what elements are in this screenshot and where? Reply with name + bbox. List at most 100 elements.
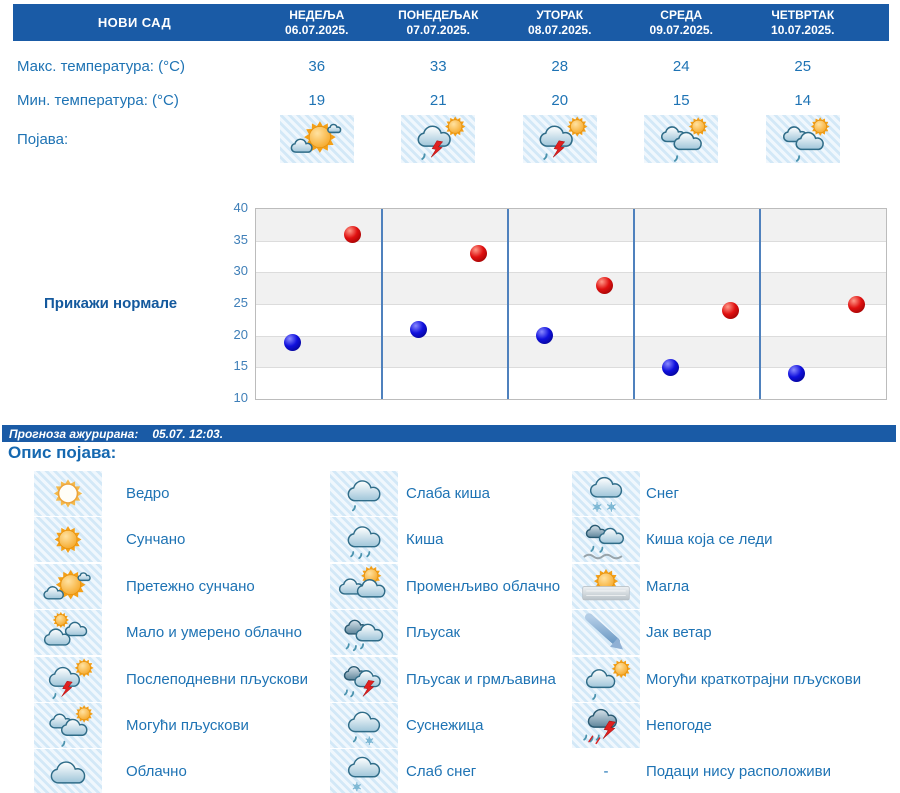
max-temp-value-4: 25 [794,57,812,75]
y-axis-tick-20: 20 [233,326,248,342]
y-axis-tick-30: 30 [233,263,248,279]
show-normals-link[interactable]: Прикажи нормале [44,295,178,312]
chart-point-min-1 [409,320,427,338]
legend-label: Облачно [126,763,187,781]
chart-point-max-0 [343,225,361,243]
min-temp-value-0: 19 [308,91,326,109]
legend-row: Киша [330,517,560,563]
moguci-pljuskovi-icon [782,117,830,162]
no-data-symbol: - [603,763,609,781]
chart-point-max-1 [469,244,487,262]
legend-tile [34,749,102,793]
oblacno-icon [50,761,86,784]
min-temp-value-4: 14 [794,91,812,109]
poslepodnevni-pljuskovi-icon [539,116,588,160]
day-weather-tile [765,115,840,163]
chart-point-max-2 [595,276,613,294]
chart-day-separator [381,209,383,399]
pljusak-i-grmljavina-icon [343,665,381,697]
day-weather-tile [279,115,354,163]
day-name: ПОНЕДЕЉАК [398,7,479,22]
day-icon-cell-3 [621,115,743,163]
min-temp-value-2: 20 [551,91,569,109]
day-date: 09.07.2025. [649,22,713,37]
susnezica-icon [347,711,381,746]
legend-row: Сунчано [34,517,308,563]
day-headers: НЕДЕЉА 06.07.2025. ПОНЕДЕЉАК 07.07.2025. УТО… [256,4,864,41]
legend-tile [330,702,398,748]
legend-row: Магла [572,563,861,609]
chart-day-separator [633,209,635,399]
legend-column-2: Слаба киша Киша Променљиво облачно Пљусак Пљ… [330,471,560,793]
legend-label: Киша [406,531,444,549]
legend-row: Облачно [34,749,308,793]
pretezno-suncano-icon [290,121,342,153]
legend-label: Магла [646,577,690,595]
max-temp-row: Макс. температура: (°C) 36 33 28 24 25 [13,54,889,78]
legend-label: Претежно сунчано [126,577,255,595]
chart-point-min-0 [283,333,301,351]
legend-label: Киша која се леди [646,531,773,549]
legend-row: Слаб снег [330,749,560,793]
legend-column-3: Снег Киша која се леди Магла Јак ветар Могућ… [572,471,861,793]
legend-tile [572,702,640,748]
legend-tile [34,702,102,748]
chart-band [256,272,886,304]
chart-point-min-4 [787,365,805,383]
chart-band [256,240,886,273]
day-weather-tile [522,115,597,163]
legend-tile [34,517,102,563]
moguci-kratkotrajni-pljuskovi-icon [585,658,631,700]
chart-point-max-4 [847,295,865,313]
min-temp-label: Мин. температура: (°C) [17,91,179,109]
day-header-4: ЧЕТВРТАК 10.07.2025. [742,8,864,38]
chart-band [256,367,886,399]
slaba-kisa-icon [347,480,381,512]
max-temp-values: 36 33 28 24 25 [256,58,864,75]
moguci-pljuskovi-icon [49,705,93,747]
day-date: 06.07.2025. [285,22,349,37]
chart-gridline [256,272,886,274]
slab-sneg-icon [347,757,381,792]
legend-tile [330,471,398,516]
legend-label: Јак ветар [646,624,712,642]
status-bar-value: 05.07. 12:03. [152,426,224,441]
phenomenon-row: Појава: [13,114,889,164]
legend-tile [330,610,398,656]
day-icon-cell-4 [742,115,864,163]
chart-day-separator [507,209,509,399]
poslepodnevni-pljuskovi-icon [48,658,94,699]
chart-band [256,209,886,241]
legend-tile [572,563,640,609]
day-weather-tile [644,115,719,163]
legend-row: Претежно сунчано [34,563,308,609]
legend-row: Могући пљускови [34,702,308,748]
legend-column-1: Ведро Сунчано Претежно сунчано Мало и умере… [34,471,308,793]
location-title: НОВИ САД [97,15,172,30]
legend-row: Јак ветар [572,610,861,656]
chart-band [256,335,886,368]
day-header-0: НЕДЕЉА 06.07.2025. [256,8,378,38]
day-name: СРЕДА [660,7,703,22]
legend-row: Снег [572,471,861,516]
kisa-icon [347,526,381,560]
sneg-icon [589,476,623,512]
legend-label: Подаци нису расположиви [646,763,832,781]
legend-label: Пљусак [406,624,461,642]
legend-tile [330,656,398,702]
poslepodnevni-pljuskovi-icon [417,116,466,160]
min-temp-values: 19 21 20 15 14 [256,92,864,109]
legend-tile [34,656,102,702]
day-name: УТОРАК [536,7,584,22]
legend-tile [330,749,398,793]
legend-row: Слаба киша [330,471,560,516]
legend-tile [330,563,398,609]
legend-label: Слаб снег [406,763,477,781]
legend-row: Киша која се леди [572,517,861,563]
jak-vetar-icon [584,613,624,650]
chart-gridline [256,240,886,242]
day-icon-cells [256,115,864,163]
legend-label: Слаба киша [406,485,491,502]
magla-icon [582,568,630,601]
min-temp-value-1: 21 [429,91,447,109]
